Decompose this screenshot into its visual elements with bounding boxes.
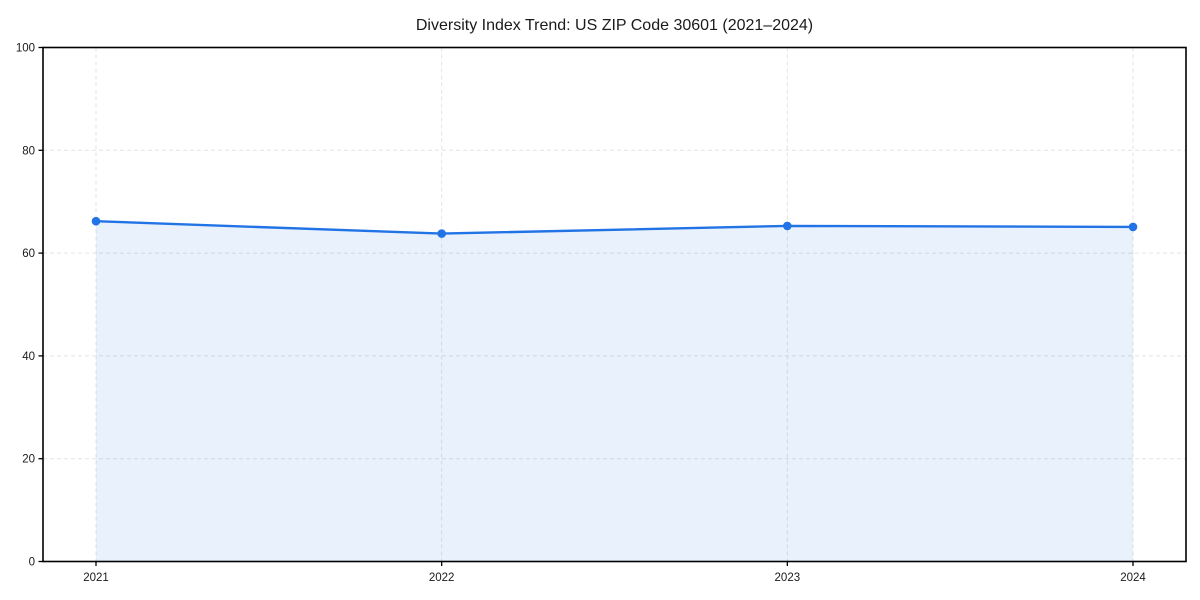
data-point-2023 — [783, 221, 792, 231]
area-fill — [96, 221, 1133, 562]
y-tick-label: 100 — [16, 43, 35, 55]
y-tick-label: 20 — [22, 454, 35, 466]
y-tick-label: 60 — [22, 248, 35, 260]
data-point-2024 — [1128, 222, 1138, 232]
data-point-2022 — [437, 229, 446, 238]
x-tick-label: 2023 — [775, 572, 801, 584]
y-tick-label: 40 — [22, 351, 35, 363]
data-point-2021 — [91, 216, 101, 226]
y-tick-label: 0 — [29, 557, 35, 569]
x-tick-label: 2024 — [1120, 572, 1146, 584]
x-tick-label: 2021 — [83, 572, 109, 584]
chart-layer: 0 20 40 60 80 100 2021 2022 2023 2024 — [16, 43, 1187, 584]
y-tick-label: 80 — [22, 145, 35, 157]
trend-line — [94, 220, 1135, 235]
chart-title: Diversity Index Trend: US ZIP Code 30601… — [416, 17, 813, 34]
x-tick-label: 2022 — [429, 572, 455, 584]
axes-spines — [42, 46, 1187, 563]
